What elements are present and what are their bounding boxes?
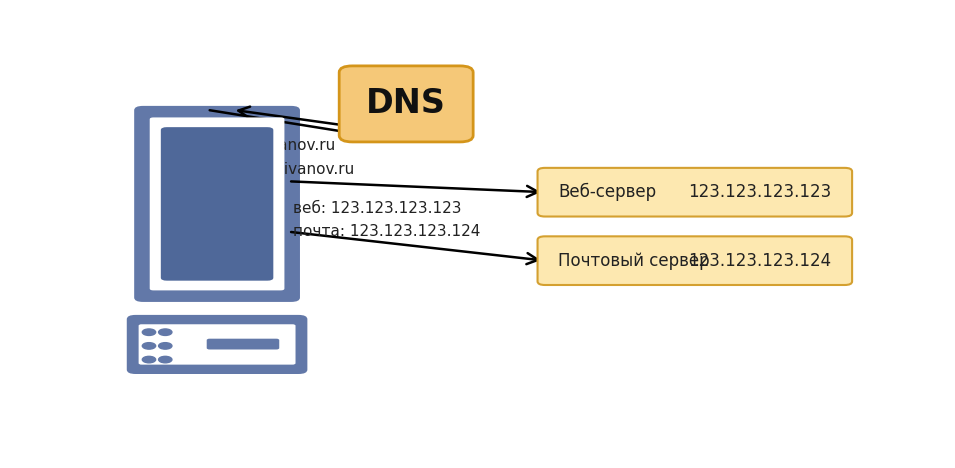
FancyBboxPatch shape (150, 117, 285, 290)
FancyBboxPatch shape (538, 168, 852, 217)
Text: веб: pyotr-ivanov.ru
почта: pyotr-ivanov.ru: веб: pyotr-ivanov.ru почта: pyotr-ivanov… (182, 137, 354, 177)
Circle shape (159, 343, 172, 349)
Text: Веб-сервер: Веб-сервер (559, 183, 656, 201)
FancyBboxPatch shape (538, 236, 852, 285)
Circle shape (159, 356, 172, 363)
Text: DNS: DNS (366, 88, 446, 120)
FancyBboxPatch shape (160, 127, 273, 281)
Circle shape (142, 356, 156, 363)
FancyBboxPatch shape (339, 66, 473, 142)
Text: 123.123.123.123: 123.123.123.123 (689, 183, 832, 201)
FancyBboxPatch shape (206, 339, 279, 350)
Text: веб: 123.123.123.123
почта: 123.123.123.124: веб: 123.123.123.123 почта: 123.123.123.… (293, 201, 480, 239)
Circle shape (142, 343, 156, 349)
Text: Почтовый сервер: Почтовый сервер (559, 252, 710, 270)
FancyBboxPatch shape (127, 315, 308, 374)
FancyBboxPatch shape (138, 324, 295, 365)
FancyBboxPatch shape (134, 106, 300, 302)
Circle shape (142, 329, 156, 336)
Circle shape (159, 329, 172, 336)
Text: 123.123.123.124: 123.123.123.124 (689, 252, 832, 270)
